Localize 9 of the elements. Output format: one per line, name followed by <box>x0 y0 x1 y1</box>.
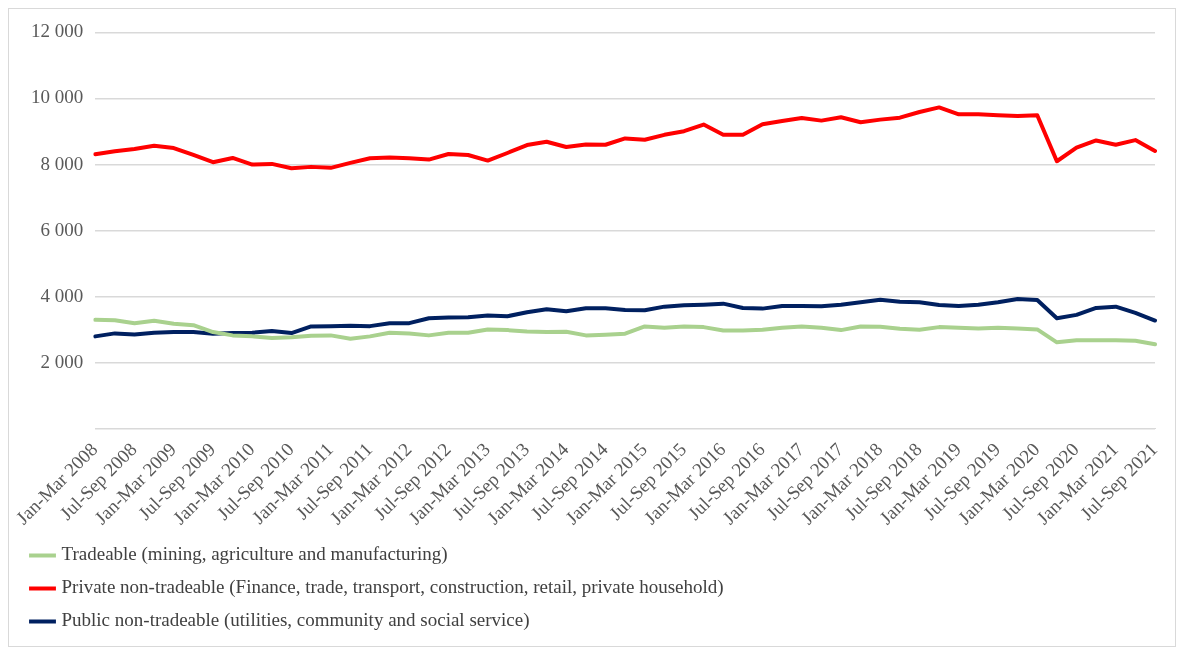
y-tick-label: 8 000 <box>40 152 84 174</box>
y-tick-label: 4 000 <box>40 284 84 306</box>
legend-label: Private non-tradeable (Finance, trade, transport, construction, retail, private household) <box>61 576 724 599</box>
y-tick-label: 2 000 <box>40 350 84 372</box>
y-tick-label: 12 000 <box>31 20 84 42</box>
legend-label: Public non-tradeable (utilities, community and social service) <box>61 609 530 632</box>
legend-label: Tradeable (mining, agriculture and manufacturing) <box>61 543 448 566</box>
y-tick-label: 10 000 <box>31 86 84 108</box>
y-tick-label: 6 000 <box>40 218 84 240</box>
